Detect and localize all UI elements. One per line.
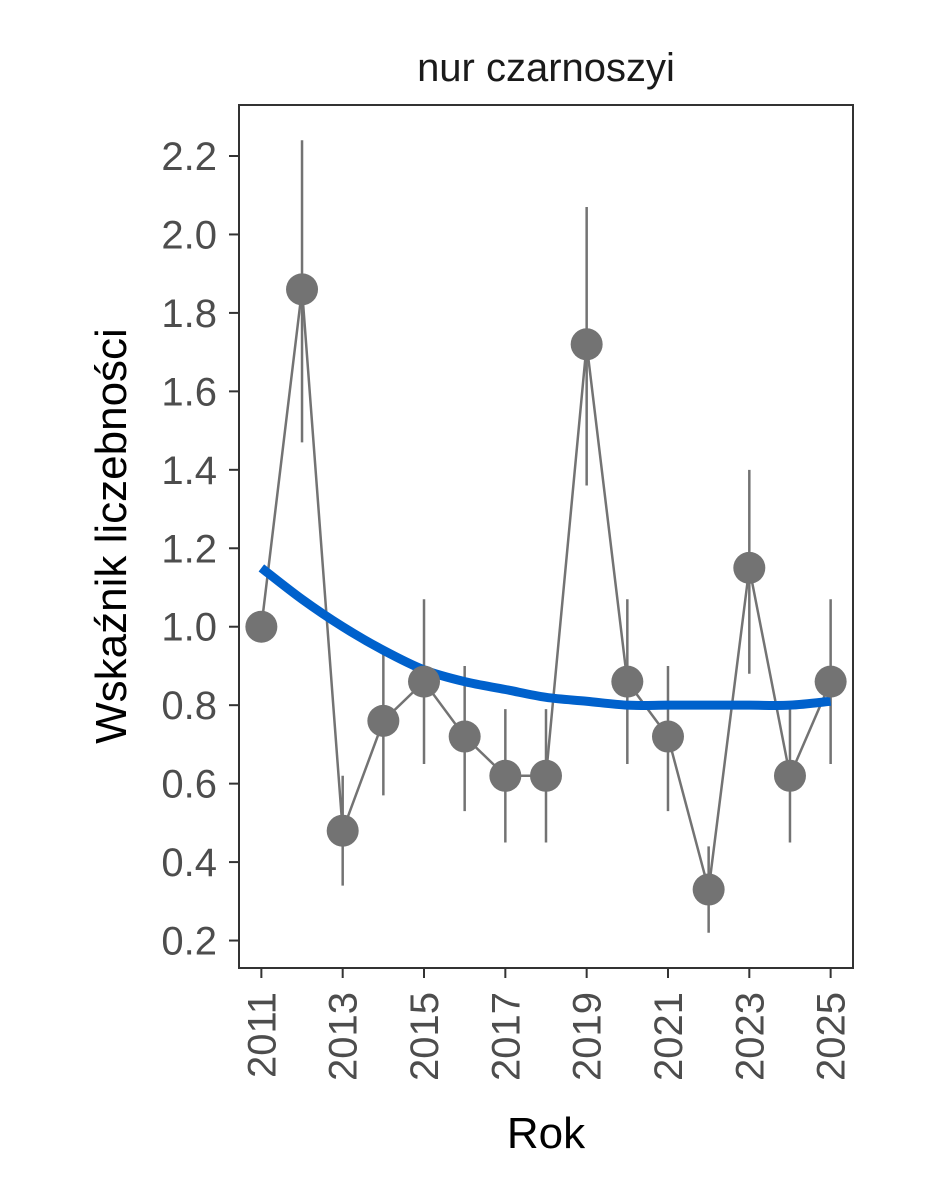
data-point <box>570 328 603 361</box>
x-tick-label: 2017 <box>484 992 528 1081</box>
x-axis-title: Rok <box>507 1109 586 1158</box>
x-tick-label: 2025 <box>810 992 854 1081</box>
y-tick-label: 2.0 <box>161 213 217 257</box>
x-tick-label: 2019 <box>566 992 610 1081</box>
x-tick-label: 2015 <box>403 992 447 1081</box>
data-point <box>814 665 847 698</box>
data-point <box>326 814 359 847</box>
data-point <box>489 759 522 792</box>
data-point <box>367 704 400 737</box>
y-tick-label: 0.4 <box>161 841 217 885</box>
y-tick-label: 0.8 <box>161 684 217 728</box>
y-tick-label: 0.6 <box>161 763 217 807</box>
y-tick-label: 1.4 <box>161 449 217 493</box>
y-axis: 0.2 0.4 0.6 0.8 1.0 1.2 1.4 1.6 1.8 2.0 2.2 <box>161 135 239 964</box>
x-axis: 2011 2013 2015 2017 2019 2021 2023 2025 <box>240 968 854 1081</box>
data-point <box>651 720 684 753</box>
data-point <box>286 273 319 306</box>
plot-frame <box>238 104 854 969</box>
data-point <box>692 873 725 906</box>
y-tick-label: 0.2 <box>161 920 217 964</box>
x-tick-label: 2021 <box>647 992 691 1081</box>
x-tick-label: 2023 <box>728 992 772 1081</box>
data-point <box>448 720 481 753</box>
data-point <box>530 759 562 792</box>
data-point <box>733 551 766 584</box>
plot-area <box>245 140 847 933</box>
y-tick-label: 1.0 <box>161 606 217 650</box>
y-tick-label: 1.8 <box>161 292 217 336</box>
x-tick-label: 2013 <box>322 992 366 1081</box>
data-point <box>773 759 806 792</box>
data-point <box>611 665 644 698</box>
x-tick-label: 2011 <box>240 992 284 1078</box>
chart-title: nur czarnoszyi <box>417 46 675 90</box>
y-axis-title: Wskaźnik liczebności <box>87 328 136 744</box>
data-point <box>245 610 278 643</box>
y-tick-label: 2.2 <box>161 135 217 179</box>
data-point <box>408 665 441 698</box>
trend-line <box>258 564 832 710</box>
y-tick-label: 1.2 <box>161 527 217 571</box>
y-tick-label: 1.6 <box>161 370 217 414</box>
